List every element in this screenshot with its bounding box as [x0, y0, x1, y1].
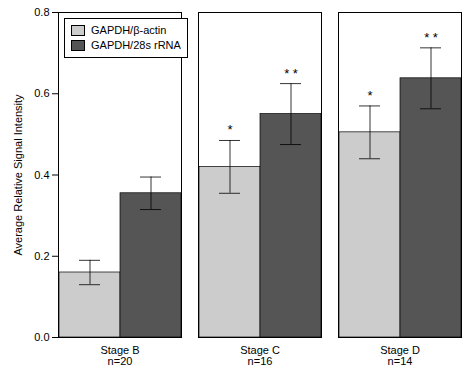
- svg-text:0.2: 0.2: [34, 250, 49, 262]
- svg-text:Stage Bn=20: Stage Bn=20: [100, 344, 139, 367]
- svg-text:0.8: 0.8: [34, 6, 49, 18]
- svg-text:0.0: 0.0: [34, 331, 49, 343]
- svg-text:* *: * *: [284, 66, 298, 81]
- html-text:GAPDH/28s rRNA: GAPDH/28s rRNA: [91, 39, 181, 51]
- svg-text:0.4: 0.4: [34, 169, 49, 181]
- svg-text:Average Relative Signal Intens: Average Relative Signal Intensity: [12, 94, 24, 256]
- svg-text:0.6: 0.6: [34, 87, 49, 99]
- svg-text:*: *: [367, 88, 372, 103]
- html-text:GAPDH/β-actin: GAPDH/β-actin: [91, 24, 167, 36]
- svg-text:Stage Cn=16: Stage Cn=16: [240, 344, 280, 367]
- svg-text:Stage Dn=14: Stage Dn=14: [380, 344, 420, 367]
- svg-text:*: *: [227, 122, 232, 137]
- svg-text:* *: * *: [424, 30, 438, 45]
